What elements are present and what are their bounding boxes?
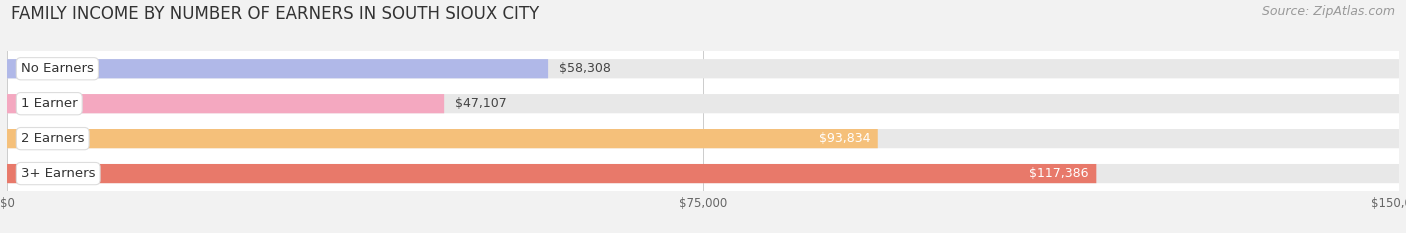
Text: $93,834: $93,834 [818, 132, 870, 145]
FancyBboxPatch shape [7, 94, 1399, 113]
Text: No Earners: No Earners [21, 62, 94, 75]
FancyBboxPatch shape [7, 156, 1399, 191]
Text: 3+ Earners: 3+ Earners [21, 167, 96, 180]
FancyBboxPatch shape [7, 164, 1097, 183]
FancyBboxPatch shape [7, 59, 1399, 78]
Text: $117,386: $117,386 [1029, 167, 1088, 180]
FancyBboxPatch shape [7, 51, 1399, 86]
FancyBboxPatch shape [7, 164, 1399, 183]
FancyBboxPatch shape [7, 86, 1399, 121]
FancyBboxPatch shape [7, 129, 1399, 148]
Text: $47,107: $47,107 [456, 97, 508, 110]
Text: 2 Earners: 2 Earners [21, 132, 84, 145]
Text: $58,308: $58,308 [560, 62, 612, 75]
Text: 1 Earner: 1 Earner [21, 97, 77, 110]
Text: FAMILY INCOME BY NUMBER OF EARNERS IN SOUTH SIOUX CITY: FAMILY INCOME BY NUMBER OF EARNERS IN SO… [11, 5, 540, 23]
FancyBboxPatch shape [7, 94, 444, 113]
FancyBboxPatch shape [7, 121, 1399, 156]
FancyBboxPatch shape [7, 129, 877, 148]
Text: Source: ZipAtlas.com: Source: ZipAtlas.com [1261, 5, 1395, 18]
FancyBboxPatch shape [7, 59, 548, 78]
